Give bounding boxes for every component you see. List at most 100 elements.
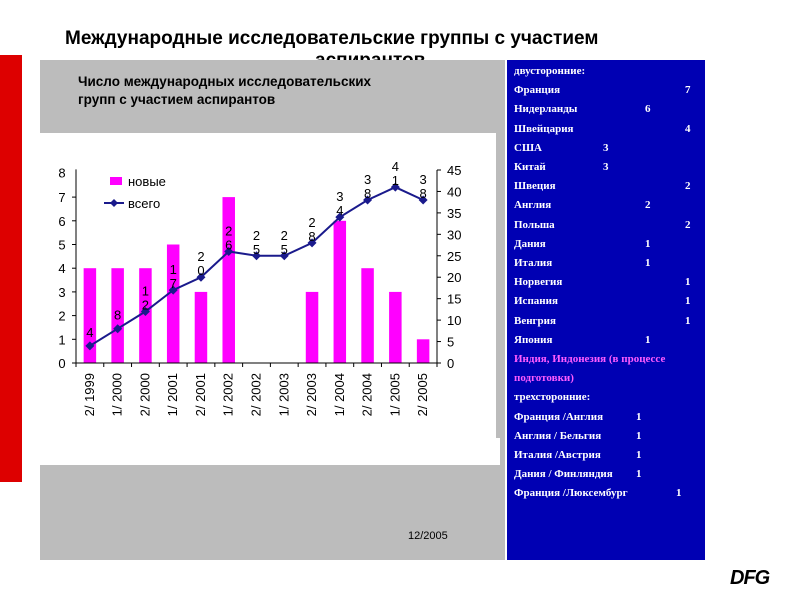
- bilateral-row-0-value: 7: [685, 84, 691, 97]
- bilateral-row-13: Япония 1: [514, 333, 651, 346]
- trilateral-row-1: Англия / Бельгия 1: [514, 430, 642, 442]
- bilateral-row-13-value: 1: [645, 333, 651, 346]
- line-point-1: [113, 324, 123, 334]
- bilateral-row-7-text: Польша: [514, 218, 555, 231]
- red-accent-bar: [0, 55, 22, 482]
- right-tick-label-7: 35: [447, 206, 461, 221]
- bilateral-row-10-value: 1: [685, 276, 691, 289]
- in-preparation-line-2: подготовки): [514, 372, 574, 384]
- bilateral-row-0-text: Франция: [514, 84, 561, 97]
- x-tick-label-4: 2/ 2001: [193, 373, 208, 416]
- line-point-4: [196, 272, 206, 282]
- bilateral-row-3: США 3: [514, 141, 609, 154]
- line-point-11: [390, 182, 400, 192]
- bilateral-row-0: Франция 7: [514, 84, 691, 97]
- trilateral-row-0-text: Франция /Англия: [514, 410, 604, 423]
- trilateral-row-4-text: Франция /Люксембург: [514, 487, 628, 500]
- right-tick-label-5: 25: [447, 249, 461, 264]
- line-label-4-part-0: 2: [197, 249, 204, 264]
- line-label-9: 34: [336, 189, 343, 218]
- line-label-4-part-1: 0: [197, 263, 204, 278]
- bilateral-row-1: Нидерланды 6: [514, 103, 651, 115]
- bilateral-row-11-text: Испания: [514, 295, 558, 308]
- line-label-9-part-1: 4: [336, 203, 343, 218]
- left-tick-label-3: 3: [58, 285, 65, 300]
- line-label-5-part-0: 2: [225, 223, 232, 238]
- left-tick-label-top: 8: [58, 165, 65, 180]
- bilateral-row-12: Венгрия 1: [514, 315, 691, 327]
- bilateral-row-6: Англия 2: [514, 199, 651, 212]
- line-label-8-part-0: 2: [308, 215, 315, 230]
- line-point-6: [252, 251, 261, 261]
- line-label-2-part-0: 1: [142, 284, 149, 299]
- bilateral-row-13-text: Япония: [514, 333, 553, 346]
- x-tick-label-9: 1/ 2004: [332, 373, 347, 416]
- bilateral-row-4-text: Китай: [514, 161, 546, 173]
- bilateral-row-12-value: 1: [685, 314, 691, 327]
- trilateral-header: трехсторонние:: [514, 391, 590, 403]
- bar-series-group: [83, 197, 430, 363]
- bar-11: [389, 291, 402, 363]
- left-tick-label-1: 1: [58, 332, 65, 347]
- line-label-7-part-1: 5: [281, 242, 288, 257]
- in-preparation-line-1: Индия, Индонезия (в процессе: [514, 353, 665, 365]
- trilateral-row-4: Франция /Люксембург 1: [514, 487, 682, 500]
- left-tick-label-7: 7: [58, 190, 65, 205]
- trilateral-row-0: Франция /Англия 1: [514, 410, 642, 423]
- date-label: 12/2005: [408, 530, 448, 542]
- trilateral-row-3-value: 1: [636, 468, 642, 481]
- left-tick-label-2: 2: [58, 309, 65, 324]
- bilateral-row-10: Норвегия 1: [514, 276, 691, 289]
- line-label-12-part-1: 8: [419, 186, 426, 201]
- bilateral-row-7: Польша 2: [514, 218, 691, 231]
- line-point-10: [363, 195, 373, 205]
- bilateral-row-2: Швейцария 4: [514, 122, 691, 135]
- line-label-6-part-1: 5: [253, 242, 260, 257]
- line-label-2: 12: [142, 284, 149, 313]
- right-tick-label-6: 30: [447, 227, 461, 242]
- line-label-1: 8: [114, 308, 121, 323]
- bilateral-row-2-value: 4: [685, 122, 691, 135]
- line-label-6-part-0: 2: [253, 228, 260, 243]
- right-tick-label-3: 15: [447, 292, 461, 307]
- x-tick-label-7: 1/ 2003: [276, 373, 291, 416]
- dfg-logo: DFG: [730, 567, 770, 589]
- line-label-10-part-1: 8: [364, 186, 371, 201]
- bilateral-row-9: Италия 1: [514, 257, 651, 269]
- x-tick-label-6: 2/ 2002: [249, 373, 264, 416]
- bilateral-row-5-value: 2: [685, 180, 691, 193]
- bilateral-row-10-text: Норвегия: [514, 276, 563, 289]
- legend-label-line: всего: [128, 196, 160, 211]
- country-list-panel: [507, 60, 705, 560]
- line-label-11-part-1: 1: [392, 173, 399, 188]
- bilateral-row-5: Швеция 2: [514, 180, 691, 193]
- bilateral-row-3-value: 3: [603, 141, 609, 154]
- bilateral-row-7-value: 2: [685, 218, 691, 231]
- x-tick-label-0: 2/ 1999: [82, 373, 97, 416]
- line-label-0: 4: [86, 325, 93, 340]
- legend: новые всего: [104, 170, 192, 212]
- left-tick-label-4: 4: [58, 261, 65, 276]
- bilateral-row-6-text: Англия: [514, 199, 552, 212]
- bilateral-row-11-value: 1: [685, 295, 691, 308]
- right-tick-label-1: 5: [447, 335, 454, 350]
- left-tick-label-6: 6: [58, 214, 65, 229]
- bar-5: [222, 197, 235, 363]
- x-tick-label-2: 2/ 2000: [137, 373, 152, 416]
- line-point-7: [279, 251, 289, 261]
- line-label-12-part-0: 3: [419, 172, 426, 187]
- gray-strip: [496, 125, 505, 438]
- bilateral-row-3-text: США: [514, 141, 542, 154]
- bilateral-row-6-value: 2: [645, 199, 651, 212]
- bilateral-row-4-value: 3: [603, 161, 609, 173]
- right-tick-label-0: 0: [447, 356, 454, 371]
- bilateral-row-5-text: Швеция: [514, 180, 556, 193]
- x-tick-label-11: 1/ 2005: [387, 373, 402, 416]
- bilateral-row-2-text: Швейцария: [514, 122, 574, 135]
- right-tick-label-9: 45: [447, 163, 461, 178]
- line-point-8: [307, 238, 317, 248]
- trilateral-row-2-text: Италия /Австрия: [514, 449, 601, 461]
